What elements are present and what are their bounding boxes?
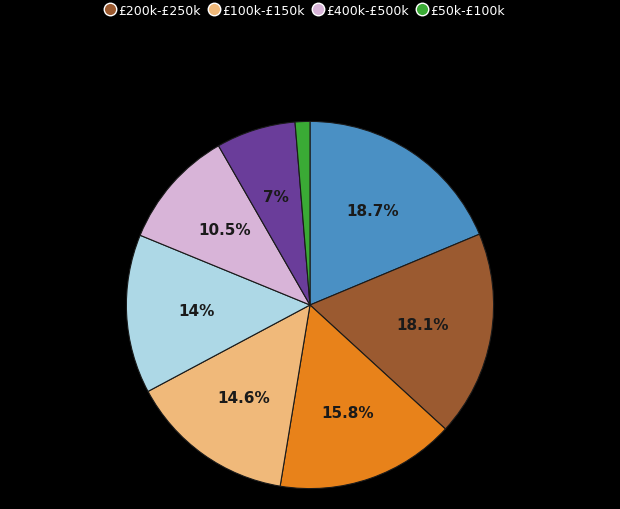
Wedge shape	[218, 123, 310, 305]
Legend: £300k-£400k, £200k-£250k, £150k-£200k, £100k-£150k, £250k-£300k, £400k-£500k, £5: £300k-£400k, £200k-£250k, £150k-£200k, £…	[104, 0, 516, 21]
Wedge shape	[140, 147, 310, 305]
Text: 15.8%: 15.8%	[321, 405, 373, 420]
Text: 14%: 14%	[178, 304, 215, 319]
Wedge shape	[310, 122, 479, 305]
Wedge shape	[295, 122, 310, 305]
Text: 7%: 7%	[264, 189, 289, 205]
Text: 18.1%: 18.1%	[396, 318, 448, 332]
Text: 18.7%: 18.7%	[347, 204, 399, 218]
Wedge shape	[310, 235, 494, 429]
Wedge shape	[126, 236, 310, 391]
Wedge shape	[148, 305, 310, 486]
Wedge shape	[280, 305, 445, 489]
Text: 10.5%: 10.5%	[198, 223, 250, 238]
Text: 14.6%: 14.6%	[217, 390, 270, 405]
